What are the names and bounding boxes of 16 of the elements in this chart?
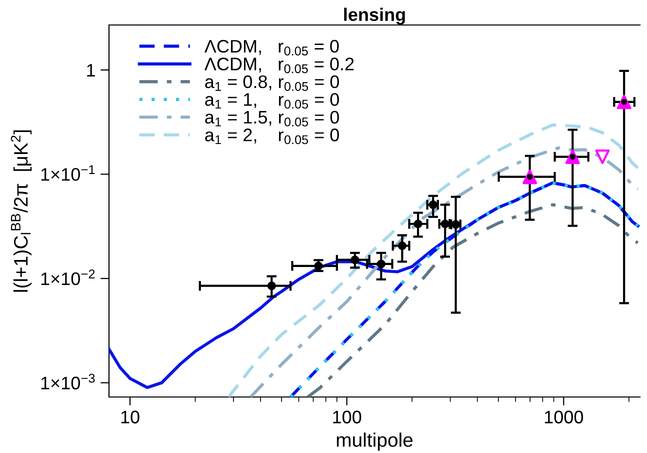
- y-tick-label: 1×10$^{−1}$: [41, 165, 95, 181]
- x-axis-title: multipole: [336, 432, 413, 451]
- y-tick-label: 1: [87, 64, 95, 77]
- legend-label: a$_{1}$ = 1, r$_{0.05}$ = 0: [205, 93, 339, 109]
- chart-title: lensing: [344, 8, 405, 25]
- legend-label: a$_{1}$ = 0.8, r$_{0.05}$ = 0: [205, 75, 339, 91]
- legend-label: a$_{1}$ = 2, r$_{0.05}$ = 0: [205, 128, 339, 144]
- legend-label: ΛCDM, r$_{0.05}$ = 0.2: [204, 58, 354, 74]
- y-tick-label: 1×10$^{−2}$: [41, 270, 95, 286]
- x-tick-label: 1000: [544, 410, 584, 424]
- x-tick-label: 100: [333, 410, 362, 424]
- legend-label: ΛCDM, r$_{0.05}$ = 0: [204, 40, 339, 56]
- x-tick-label: 10: [121, 410, 140, 424]
- legend-label: a$_{1}$ = 1.5, r$_{0.05}$ = 0: [205, 110, 339, 126]
- y-axis-title: l(l+1)C$_{l}$$^{BB}$/2π [μK$^{2}$]: [10, 130, 32, 292]
- y-tick-label: 1×10$^{−3}$: [41, 374, 95, 390]
